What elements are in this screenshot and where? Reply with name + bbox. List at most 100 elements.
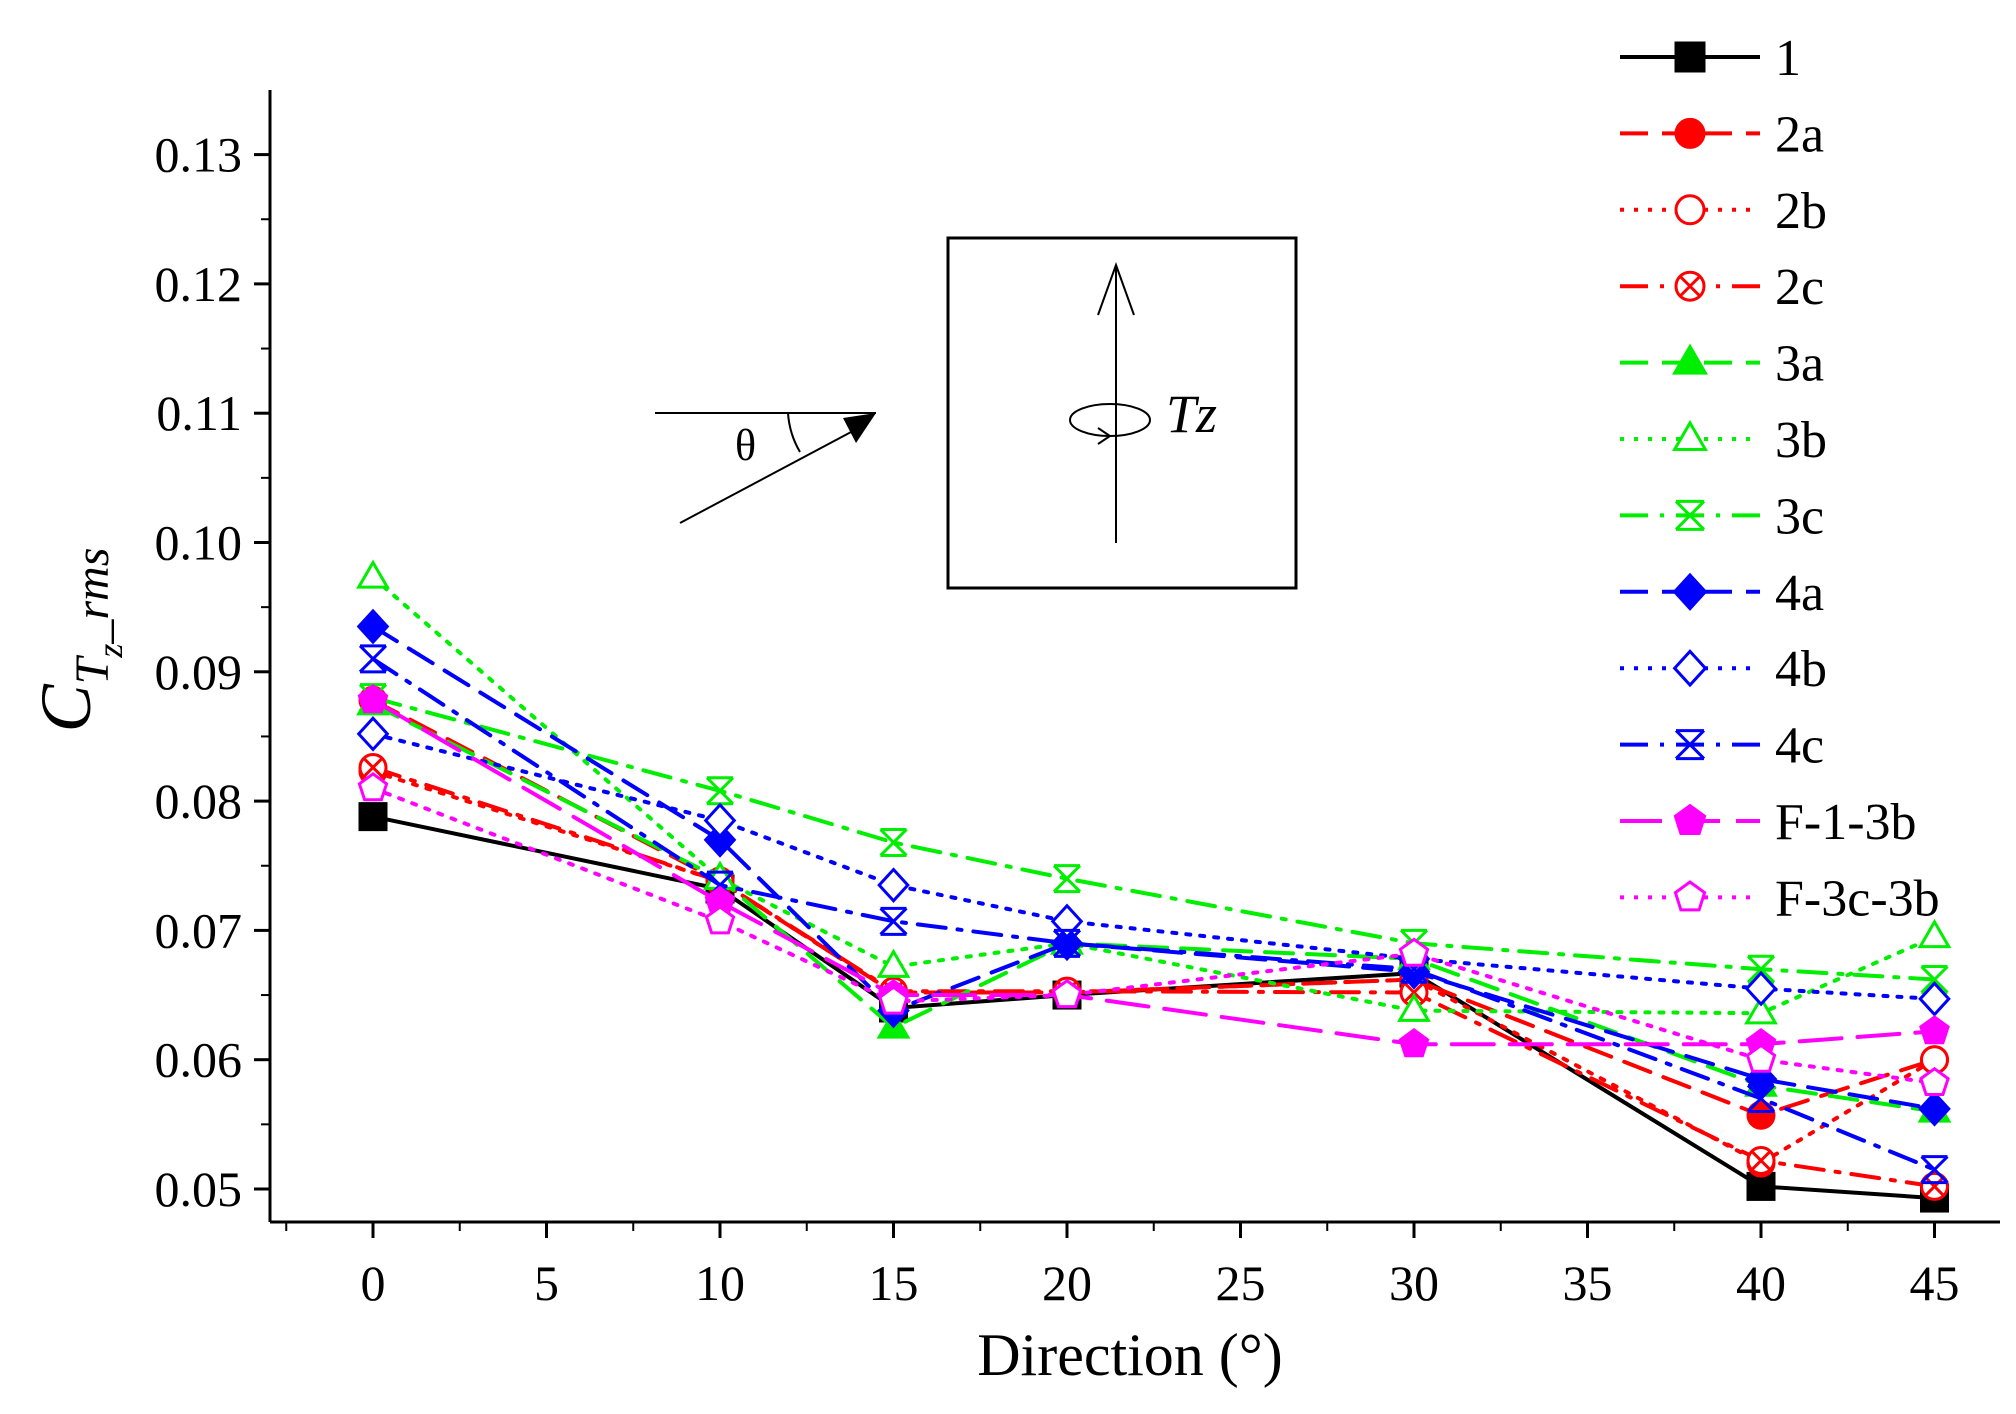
marker-cross [1924,1176,1945,1197]
svg-text:CTz_rms: CTz_rms [26,548,130,733]
legend-label: 3c [1775,488,1824,545]
marker-cross [1750,1150,1772,1171]
series-line-1 [371,814,1937,1201]
series-1 [358,802,1949,1213]
x-tick-label: 30 [1389,1255,1439,1311]
inset-wind-arrow-line [679,422,869,524]
legend-label: 4c [1775,718,1824,775]
data-point-2c [1746,1146,1776,1176]
x-tick-label: 35 [1563,1255,1613,1311]
data-point-4c [1920,1155,1949,1185]
y-axis-title-main: C [26,683,106,732]
y-axis-title: CTz_rms [26,548,130,733]
series-4c [358,644,1949,1185]
y-tick-label: 0.05 [155,1161,243,1217]
legend-label: 3a [1775,336,1824,393]
marker-cross [1679,275,1701,298]
data-point-3c [705,776,735,806]
data-point-4a [356,608,390,645]
data-point-3c [1920,965,1949,995]
data-point-2c [358,752,388,782]
y-tick-label: 0.11 [156,385,242,441]
y-tick-label: 0.10 [155,515,243,571]
data-point-F-3c-3b [1051,978,1083,1009]
legend-marker [1673,803,1707,835]
legend-marker [1674,270,1706,302]
data-point-3b [356,559,390,589]
legend-item-3b: 3b [1620,412,1827,469]
x-axis-title: Direction (°) [977,1322,1283,1388]
data-point-F-1-3b [1919,1015,1950,1045]
x-tick-label: 25 [1216,1255,1266,1311]
series-4b [356,716,1951,1017]
data-point-F-1-3b [357,684,389,714]
legend-marker [1674,41,1706,73]
legend-item-4c: 4c [1620,718,1824,775]
legend-label: F-3c-3b [1775,870,1940,927]
legend-label: 2c [1775,259,1824,316]
x-tick-label: 45 [1910,1255,1960,1311]
legend-marker [1673,880,1707,912]
data-point-3b [1917,918,1952,949]
series-line-F-1-3b [371,698,1937,1047]
y-axis-title-sub: T [66,654,119,684]
inset-angle-label: θ [735,421,756,470]
data-point-F-3c-3b [357,772,389,802]
wind-arrow-icon [843,413,876,443]
data-point-3b [1397,992,1431,1022]
data-point-3b [1744,995,1778,1025]
legend-item-3a: 3a [1620,336,1824,393]
legend-marker [1674,499,1706,531]
wind-direction-inset: θ Tz [655,236,1298,590]
legend-label: F-1-3b [1775,794,1917,851]
data-point-4a [703,822,737,858]
data-point-F-3c-3b [1745,1043,1777,1073]
x-tick-label: 20 [1042,1255,1092,1311]
legend-label: 4b [1775,641,1827,698]
inset-angle-arc [787,412,801,453]
data-point-4c [358,644,388,674]
y-axis-title-subsub: z [90,644,130,659]
data-point-F-3c-3b [1398,937,1430,967]
inset-model-frame [946,236,1298,590]
legend-marker [1672,572,1708,611]
data-point-2c [1920,1171,1949,1201]
legend-label: 4a [1775,565,1824,622]
y-axis-title-tail: _rms [66,548,119,645]
x-tick-label: 10 [695,1255,745,1311]
legend-marker [1674,194,1706,226]
data-point-3c [1052,864,1082,894]
y-tick-label: 0.13 [155,127,243,183]
legend-marker [1674,729,1706,761]
legend-marker [1671,419,1709,451]
data-point-2a [1746,1100,1776,1130]
data-point-F-1-3b [1398,1028,1430,1058]
series-line-4a [371,624,1937,1111]
inset-torque-label: Tz [1166,384,1217,444]
y-tick-label: 0.09 [155,644,243,700]
legend-item-4a: 4a [1620,565,1824,622]
data-point-F-3c-3b [878,985,909,1015]
y-tick-label: 0.12 [155,256,243,312]
data-point-4c [1399,954,1429,984]
legend-item-3c: 3c [1620,488,1824,545]
legend-marker [1671,343,1709,375]
data-point-3c [1746,954,1776,984]
legend-item-F-1-3b: F-1-3b [1620,794,1917,851]
y-tick-label: 0.08 [155,773,243,829]
data-point-4c [1052,928,1082,958]
legend: 1 2a 2b 2c 3a 3b 3c 4a 4b 4c F-1-3b F-3c-3b [1620,30,1940,927]
legend-item-4b: 4b [1620,641,1827,698]
legend-item-1: 1 [1620,30,1801,87]
plot-axes: 0.05 0.06 0.07 0.08 0.09 0.10 0.11 0.12 0.13 0 5 10… [155,90,2000,1311]
marker-cross [1403,982,1425,1003]
series-3b [356,559,1952,1025]
data-point-4a [1744,1061,1778,1097]
y-tick-label: 0.06 [155,1032,243,1088]
data-point-4c [705,870,735,900]
data-point-4b [703,802,737,839]
data-point-3b [876,948,911,978]
data-point-4a [1918,1091,1951,1127]
data-point-F-3c-3b [704,905,736,935]
